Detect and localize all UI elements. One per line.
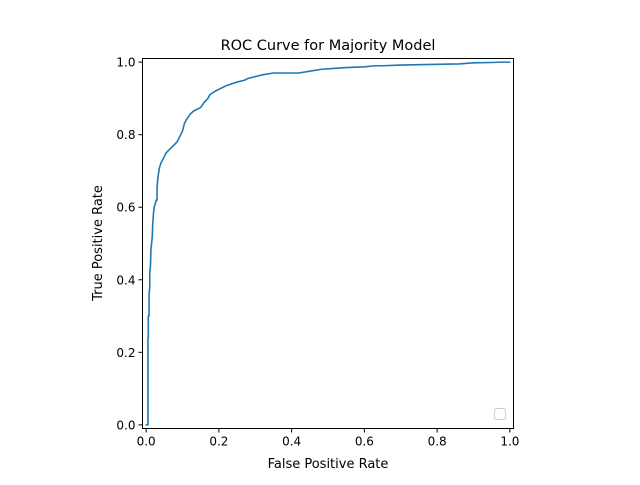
chart-title: ROC Curve for Majority Model xyxy=(221,38,436,54)
axes-frame xyxy=(142,58,514,429)
roc-curve-line xyxy=(145,61,511,426)
x-tick-label: 0.8 xyxy=(428,435,447,449)
x-tick-label: 0.6 xyxy=(355,435,374,449)
legend-box xyxy=(494,408,506,420)
series-layer xyxy=(145,61,511,426)
y-axis: 0.0 0.2 0.4 0.6 0.8 1.0 xyxy=(116,56,143,432)
y-tick-label: 0.0 xyxy=(116,418,135,432)
y-tick-label: 1.0 xyxy=(116,56,135,70)
y-tick-label: 0.4 xyxy=(116,273,135,287)
x-tick-label: 1.0 xyxy=(500,435,519,449)
y-tick-label: 0.8 xyxy=(116,128,135,142)
y-tick-label: 0.2 xyxy=(116,346,135,360)
x-tick-label: 0.4 xyxy=(282,435,301,449)
y-tick-label: 0.6 xyxy=(116,201,135,215)
plot-area xyxy=(142,58,514,429)
x-tick-label: 0.0 xyxy=(137,435,156,449)
x-tick-label: 0.2 xyxy=(209,435,228,449)
y-axis-label: True Positive Rate xyxy=(91,185,106,302)
x-axis: 0.0 0.2 0.4 0.6 0.8 1.0 xyxy=(137,428,519,449)
x-axis-label: False Positive Rate xyxy=(268,457,389,472)
